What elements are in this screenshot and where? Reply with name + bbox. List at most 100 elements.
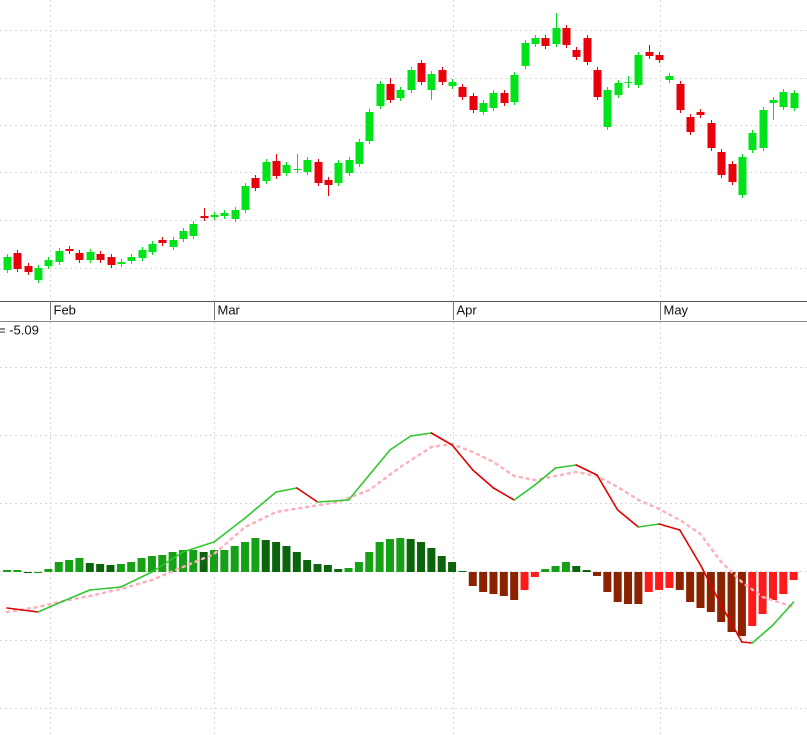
histogram-bar [34, 572, 43, 573]
candle-body [386, 84, 395, 100]
candle-body [728, 164, 737, 182]
histogram-bar [251, 538, 260, 572]
histogram-bar [665, 572, 674, 588]
histogram-bar [551, 566, 560, 572]
candle-body [531, 38, 540, 44]
macd-line-segment [182, 541, 215, 553]
histogram-bar [768, 572, 777, 600]
candle-body [365, 112, 374, 141]
candle-body [603, 90, 612, 127]
histogram-bar [127, 562, 136, 572]
histogram-bar [116, 564, 125, 572]
histogram-bar [282, 546, 291, 572]
histogram-bar [706, 572, 715, 612]
macd-line-segment [409, 432, 433, 437]
candle-body [293, 169, 302, 170]
histogram-bar [75, 558, 84, 572]
histogram-bar [603, 572, 612, 592]
candle-body [376, 84, 385, 106]
macd-line-segment [57, 589, 91, 604]
histogram-bar [354, 562, 363, 572]
macd-line-segment [6, 607, 39, 613]
candle-body [148, 244, 157, 252]
histogram-bar [789, 572, 798, 580]
candle-body [614, 83, 623, 95]
histogram-bar [644, 572, 653, 592]
candle-body [748, 133, 757, 150]
macd-line-segment [751, 624, 774, 644]
histogram-bar [634, 572, 643, 604]
histogram-bar [675, 572, 684, 590]
candle-body [282, 165, 291, 173]
candle-body [34, 268, 43, 280]
candle-body [696, 112, 705, 115]
histogram-bar [44, 569, 53, 572]
histogram-bar [758, 572, 767, 614]
candle-body [158, 240, 167, 243]
histogram-bar [468, 572, 477, 586]
candle-body [759, 110, 768, 148]
candle-body [469, 96, 478, 110]
histogram-bar [696, 572, 705, 608]
histogram-bar [748, 572, 757, 626]
histogram-bar [313, 564, 322, 572]
macd-line-segment [120, 571, 153, 588]
histogram-bar [417, 542, 426, 572]
candle-body [645, 52, 654, 56]
indicator-label: = -5.09 [0, 322, 39, 337]
macd-line-segment [316, 499, 350, 503]
histogram-bar [427, 548, 436, 572]
histogram-bar [375, 542, 384, 572]
candle-body [44, 260, 53, 266]
candle-body [572, 50, 581, 57]
histogram-bar [489, 572, 498, 594]
histogram-bar [147, 556, 156, 572]
macd-line-segment [596, 474, 619, 511]
macd-line-segment [213, 517, 246, 543]
candle-body [262, 162, 271, 181]
histogram-bar [54, 562, 63, 572]
candle-body [75, 253, 84, 260]
candle-body [717, 152, 726, 175]
histogram-bar [261, 540, 270, 572]
histogram-bar [230, 546, 239, 572]
candle-body [220, 213, 229, 216]
histogram-bar [13, 570, 22, 572]
candle-body [655, 55, 664, 60]
candle-body [500, 93, 509, 103]
histogram-bar [727, 572, 736, 632]
macd-line-segment [296, 487, 319, 503]
histogram-bar [582, 570, 591, 572]
candle-body [686, 117, 695, 132]
candle-body [479, 103, 488, 112]
histogram-bar [365, 552, 374, 572]
macd-line-segment [772, 601, 795, 626]
macd-line-segment [554, 464, 578, 469]
candle-body [583, 38, 592, 62]
histogram-bar [199, 552, 208, 572]
histogram-bar [572, 566, 581, 572]
histogram-bar [344, 568, 353, 572]
candle-body [127, 257, 136, 261]
candle-body [779, 92, 788, 107]
candle-body [3, 257, 12, 270]
candle-body [562, 28, 571, 45]
candle-body [345, 160, 354, 173]
candle-body [407, 70, 416, 90]
histogram-bar [323, 565, 332, 572]
macd-line-segment [513, 484, 536, 501]
candle-body [231, 210, 240, 219]
histogram-bar [210, 550, 219, 572]
histogram-bar [272, 542, 281, 572]
histogram-bar [189, 550, 198, 572]
candle-body [334, 163, 343, 183]
histogram-bar [510, 572, 519, 600]
candle-body [324, 180, 333, 185]
macd-line-segment [275, 487, 298, 493]
candle-body [417, 63, 426, 82]
candle-body [86, 252, 95, 260]
candle-body [96, 254, 105, 260]
candle-body [427, 74, 436, 90]
candle-body [541, 38, 550, 46]
